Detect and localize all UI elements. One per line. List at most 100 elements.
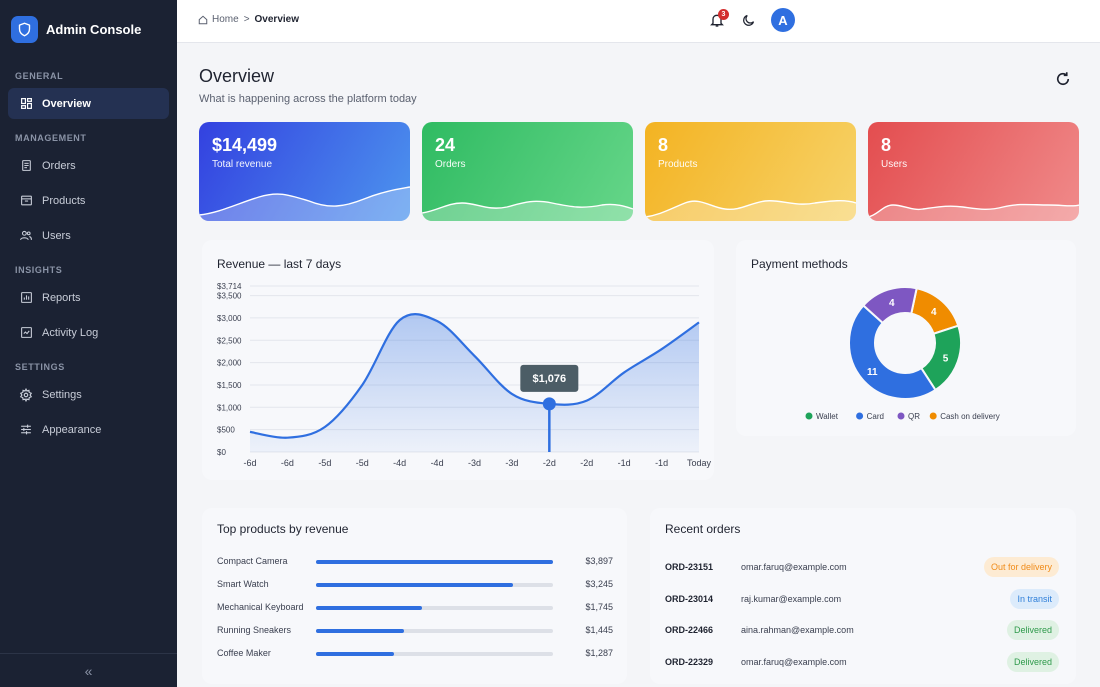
product-bar-track bbox=[316, 583, 553, 587]
sidebar-item-appearance[interactable]: Appearance bbox=[8, 414, 169, 445]
section-label-insights: INSIGHTS bbox=[15, 265, 63, 275]
legend-swatch bbox=[856, 412, 864, 420]
product-row[interactable]: Mechanical Keyboard $1,745 bbox=[217, 602, 617, 614]
notifications-button[interactable]: 3 bbox=[705, 8, 729, 32]
product-row[interactable]: Coffee Maker $1,287 bbox=[217, 648, 617, 660]
x-tick-label: -6d bbox=[281, 458, 294, 468]
breadcrumb-home-link[interactable]: Home bbox=[212, 14, 239, 25]
product-revenue: $1,287 bbox=[585, 648, 613, 658]
kpi-sparkline bbox=[199, 186, 410, 221]
x-tick-label: -2d bbox=[580, 458, 593, 468]
dashboard-icon bbox=[19, 97, 33, 111]
tooltip-box bbox=[520, 364, 579, 392]
product-bar-fill bbox=[316, 606, 423, 610]
order-id[interactable]: ORD-23151 bbox=[665, 562, 714, 572]
kpi-card-users[interactable]: 8 Users bbox=[868, 122, 1079, 221]
x-tick-label: -4d bbox=[431, 458, 444, 468]
theme-toggle-button[interactable] bbox=[736, 8, 760, 32]
sidebar-item-label: Activity Log bbox=[42, 326, 99, 339]
status-badge: In transit bbox=[1010, 588, 1059, 609]
x-tick-label: -5d bbox=[318, 458, 331, 468]
product-row[interactable]: Compact Camera $3,897 bbox=[217, 556, 617, 568]
product-name: Running Sneakers bbox=[217, 625, 292, 635]
pie-slice-label: 5 bbox=[943, 353, 949, 364]
order-row[interactable]: ORD-23151 omar.faruq@example.com Out for d… bbox=[665, 557, 1065, 577]
order-email: raj.kumar@example.com bbox=[741, 593, 842, 604]
product-bar-fill bbox=[316, 629, 404, 633]
kpi-label: Total revenue bbox=[212, 159, 273, 170]
legend-swatch bbox=[929, 412, 937, 420]
product-row[interactable]: Running Sneakers $1,445 bbox=[217, 625, 617, 637]
status-badge: Out for delivery bbox=[983, 557, 1059, 577]
order-row[interactable]: ORD-22329 omar.faruq@example.com Delivered bbox=[665, 651, 1065, 672]
payment-panel bbox=[736, 240, 1076, 436]
order-id[interactable]: ORD-22329 bbox=[665, 656, 714, 667]
brand[interactable]: Admin Console bbox=[0, 0, 177, 58]
y-tick-label: $3,714 bbox=[217, 282, 242, 291]
legend-label: Wallet bbox=[816, 412, 839, 421]
home-icon bbox=[198, 15, 208, 25]
product-bar-track bbox=[316, 629, 553, 633]
sidebar-item-users[interactable]: Users bbox=[8, 220, 169, 251]
order-row[interactable]: ORD-23014 raj.kumar@example.com In transit bbox=[665, 588, 1065, 609]
section-label-settings: SETTINGS bbox=[15, 362, 65, 372]
order-id[interactable]: ORD-23014 bbox=[665, 593, 714, 604]
legend-label: Card bbox=[867, 412, 884, 421]
product-bar-track bbox=[316, 560, 553, 564]
orders-icon bbox=[19, 159, 33, 173]
pie-slice-qr[interactable] bbox=[861, 286, 918, 325]
status-badge: Delivered bbox=[1006, 651, 1059, 672]
sidebar-item-orders[interactable]: Orders bbox=[8, 150, 169, 181]
topbar-actions: 3 A bbox=[705, 8, 795, 32]
product-revenue: $3,245 bbox=[585, 579, 613, 589]
section-label-management: MANAGEMENT bbox=[15, 133, 87, 143]
products-icon bbox=[19, 194, 33, 208]
collapse-sidebar-button[interactable]: « bbox=[0, 653, 177, 687]
sidebar-item-overview[interactable]: Overview bbox=[8, 88, 169, 119]
kpi-sparkline bbox=[422, 200, 633, 221]
highlight-point[interactable] bbox=[542, 397, 556, 411]
order-row[interactable]: ORD-22466 aina.rahman@example.com Delivere… bbox=[665, 620, 1065, 640]
collapse-chevron-icon: « bbox=[84, 662, 93, 679]
payment-methods-chart[interactable]: 4 5 11 4 Wallet Card QR Cash on delivery bbox=[736, 276, 1076, 432]
kpi-value: 24 bbox=[435, 135, 456, 155]
product-row[interactable]: Smart Watch $3,245 bbox=[217, 579, 617, 591]
refresh-icon bbox=[1056, 72, 1070, 86]
pie-slice-card[interactable] bbox=[848, 304, 937, 400]
sliders-icon bbox=[19, 423, 33, 437]
legend-swatch bbox=[897, 412, 905, 420]
reports-icon bbox=[19, 291, 33, 305]
refresh-button[interactable] bbox=[1054, 70, 1072, 88]
y-tick-label: $3,000 bbox=[217, 314, 242, 323]
kpi-value: 8 bbox=[881, 135, 892, 155]
order-id[interactable]: ORD-22466 bbox=[665, 625, 714, 635]
x-tick-label: Today bbox=[687, 458, 712, 468]
kpi-card-products[interactable]: 8 Products bbox=[645, 122, 856, 221]
revenue-chart[interactable]: $0 $500 $1,000 $1,500 $2,000 $2,500 $3,000 $3,5… bbox=[202, 276, 714, 476]
kpi-value: 8 bbox=[658, 135, 669, 155]
kpi-label: Orders bbox=[435, 159, 466, 170]
order-email: omar.faruq@example.com bbox=[741, 656, 847, 667]
x-tick-label: -6d bbox=[243, 458, 256, 468]
product-name: Compact Camera bbox=[217, 556, 288, 566]
product-bar-fill bbox=[316, 652, 395, 656]
kpi-card-revenue[interactable]: $14,499 Total revenue bbox=[199, 122, 410, 221]
sidebar-item-products[interactable]: Products bbox=[8, 185, 169, 216]
sidebar-item-reports[interactable]: Reports bbox=[8, 282, 169, 313]
status-badge: Delivered bbox=[1006, 620, 1059, 640]
revenue-area bbox=[250, 314, 699, 452]
avatar[interactable]: A bbox=[771, 8, 795, 32]
sidebar-item-settings[interactable]: Settings bbox=[8, 379, 169, 410]
x-tick-label: -3d bbox=[468, 458, 481, 468]
moon-icon bbox=[742, 14, 754, 26]
breadcrumb-current: Overview bbox=[254, 14, 300, 25]
product-revenue: $1,745 bbox=[585, 602, 613, 612]
activity-log-icon bbox=[19, 326, 33, 340]
product-bar-track bbox=[316, 606, 553, 610]
sidebar-item-activity-log[interactable]: Activity Log bbox=[8, 317, 169, 348]
kpi-card-orders[interactable]: 24 Orders bbox=[422, 122, 633, 221]
breadcrumb: Home > Overview bbox=[198, 14, 299, 25]
y-tick-label: $1,500 bbox=[217, 381, 242, 390]
sidebar-item-label: Overview bbox=[42, 97, 91, 110]
page-title: Overview bbox=[199, 66, 275, 86]
